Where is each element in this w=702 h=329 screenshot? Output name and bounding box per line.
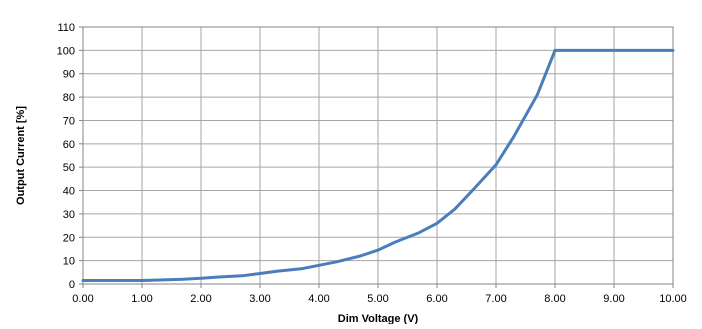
x-tick-label: 10.00 [659,293,687,305]
y-tick-label: 30 [63,209,75,221]
x-tick-label: 8.00 [544,293,565,305]
x-tick-label: 7.00 [485,293,506,305]
y-tick-label: 100 [57,45,75,57]
x-tick-label: 5.00 [367,293,388,305]
y-tick-label: 40 [63,186,75,198]
x-tick-label: 9.00 [603,293,624,305]
y-tick-label: 90 [63,69,75,81]
x-tick-label: 1.00 [131,293,152,305]
x-tick-label: 4.00 [308,293,329,305]
y-tick-label: 20 [63,232,75,244]
y-tick-label: 110 [57,22,75,34]
y-tick-label: 70 [63,115,75,127]
y-tick-label: 0 [69,279,75,291]
x-tick-label: 2.00 [190,293,211,305]
x-tick-label: 3.00 [249,293,270,305]
y-tick-label: 60 [63,139,75,151]
x-axis-title: Dim Voltage (V) [338,313,419,324]
x-tick-label: 0.00 [72,293,93,305]
x-tick-label: 6.00 [426,293,447,305]
y-tick-label: 50 [63,162,75,174]
y-tick-label: 80 [63,92,75,104]
y-axis-title: Output Current [%] [15,106,27,205]
y-tick-label: 10 [63,256,75,268]
